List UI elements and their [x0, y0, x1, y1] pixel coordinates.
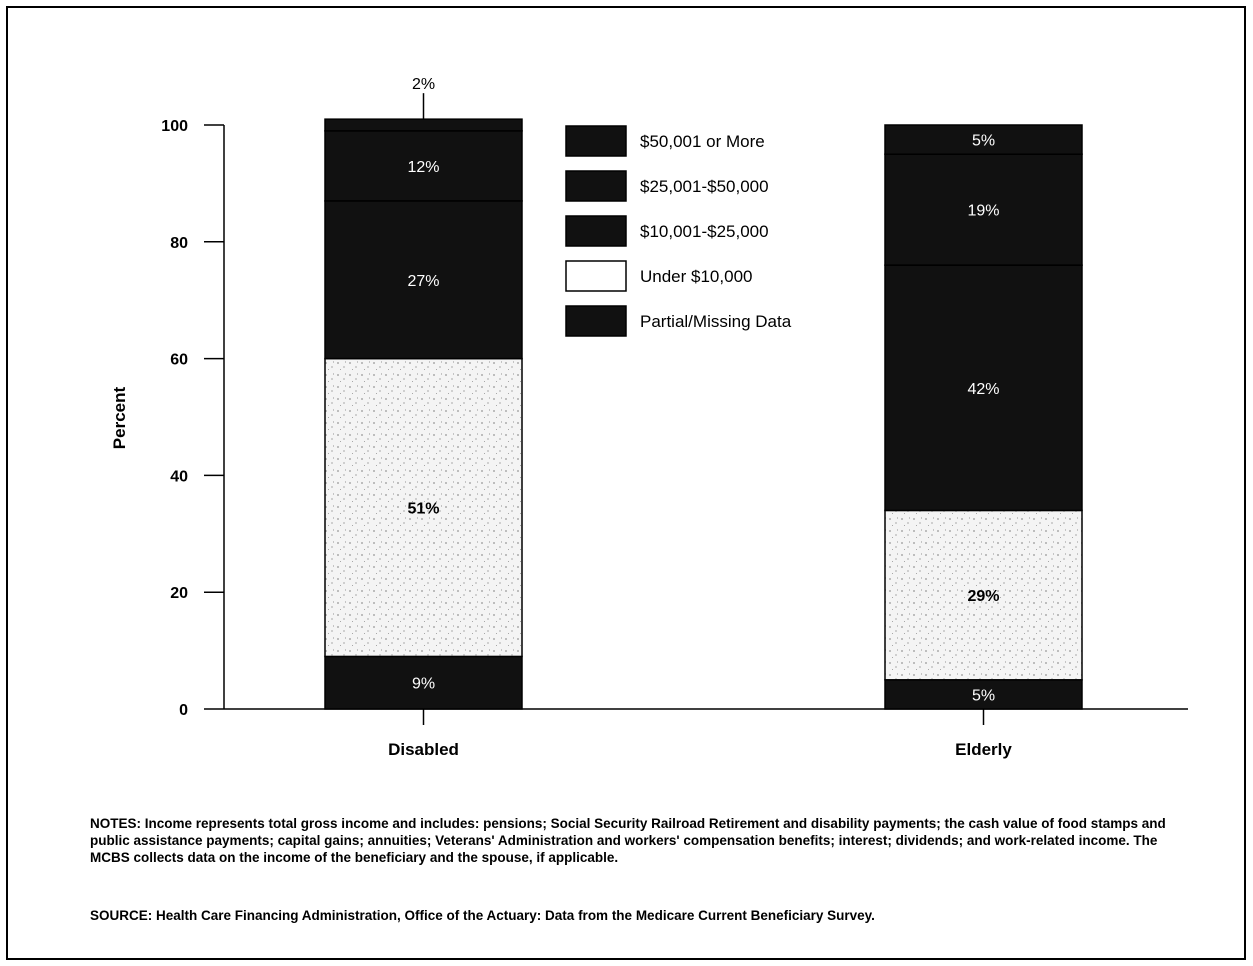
y-tick-label: 80: [170, 235, 188, 252]
legend: $50,001 or More $25,001-$50,000 $10,001-$2…: [565, 125, 792, 337]
bar-segment: [324, 200, 523, 360]
data-label: 29%: [967, 588, 999, 605]
legend-swatch: [565, 125, 627, 157]
bar-segment: [884, 124, 1083, 155]
y-tick-label: 0: [179, 702, 188, 719]
legend-label: $25,001-$50,000: [640, 177, 769, 196]
legend-swatch: [565, 305, 627, 337]
bar-segment: [884, 264, 1083, 512]
legend-label: $50,001 or More: [640, 132, 765, 151]
y-tick-label: 20: [170, 585, 188, 602]
bar-segment: [884, 509, 1083, 681]
data-label: 5%: [972, 133, 995, 150]
data-label: 27%: [407, 273, 439, 290]
y-tick-label: 100: [161, 118, 188, 135]
y-tick-label: 60: [170, 352, 188, 369]
legend-label: Partial/Missing Data: [640, 312, 792, 331]
data-label: 2%: [412, 76, 435, 93]
x-tick-label: Disabled: [388, 740, 459, 759]
data-label: 19%: [967, 203, 999, 220]
data-label: 12%: [407, 159, 439, 176]
legend-swatch: [565, 170, 627, 202]
legend-swatch: [565, 215, 627, 247]
x-tick-label: Elderly: [955, 740, 1012, 759]
bar-segment: [324, 130, 523, 202]
data-label: 42%: [967, 381, 999, 398]
y-axis-label: Percent: [110, 386, 129, 449]
bar-segment: [324, 357, 523, 658]
legend-label: $10,001-$25,000: [640, 222, 769, 241]
notes-text: NOTES: Income represents total gross inc…: [90, 816, 1166, 865]
data-label: 51%: [407, 501, 439, 518]
source-text: SOURCE: Health Care Financing Administra…: [90, 908, 875, 923]
axes: 0 20 40 60 80 100 Percent Disabled Elderly: [110, 118, 1188, 759]
data-label: 9%: [412, 676, 435, 693]
stacked-bar-chart: 0 20 40 60 80 100 Percent Disabled Elderly 9% 51%…: [110, 76, 1188, 759]
figure-frame: [6, 6, 1246, 960]
y-tick-label: 40: [170, 468, 188, 485]
bars: 9% 51% 27% 12% 2% 5% 29% 42% 19% 5%: [324, 76, 1083, 710]
legend-swatch: [565, 260, 627, 292]
legend-label: Under $10,000: [640, 267, 752, 286]
data-label: 5%: [972, 687, 995, 704]
bar-segment: [324, 118, 523, 132]
bar-segment: [884, 679, 1083, 710]
